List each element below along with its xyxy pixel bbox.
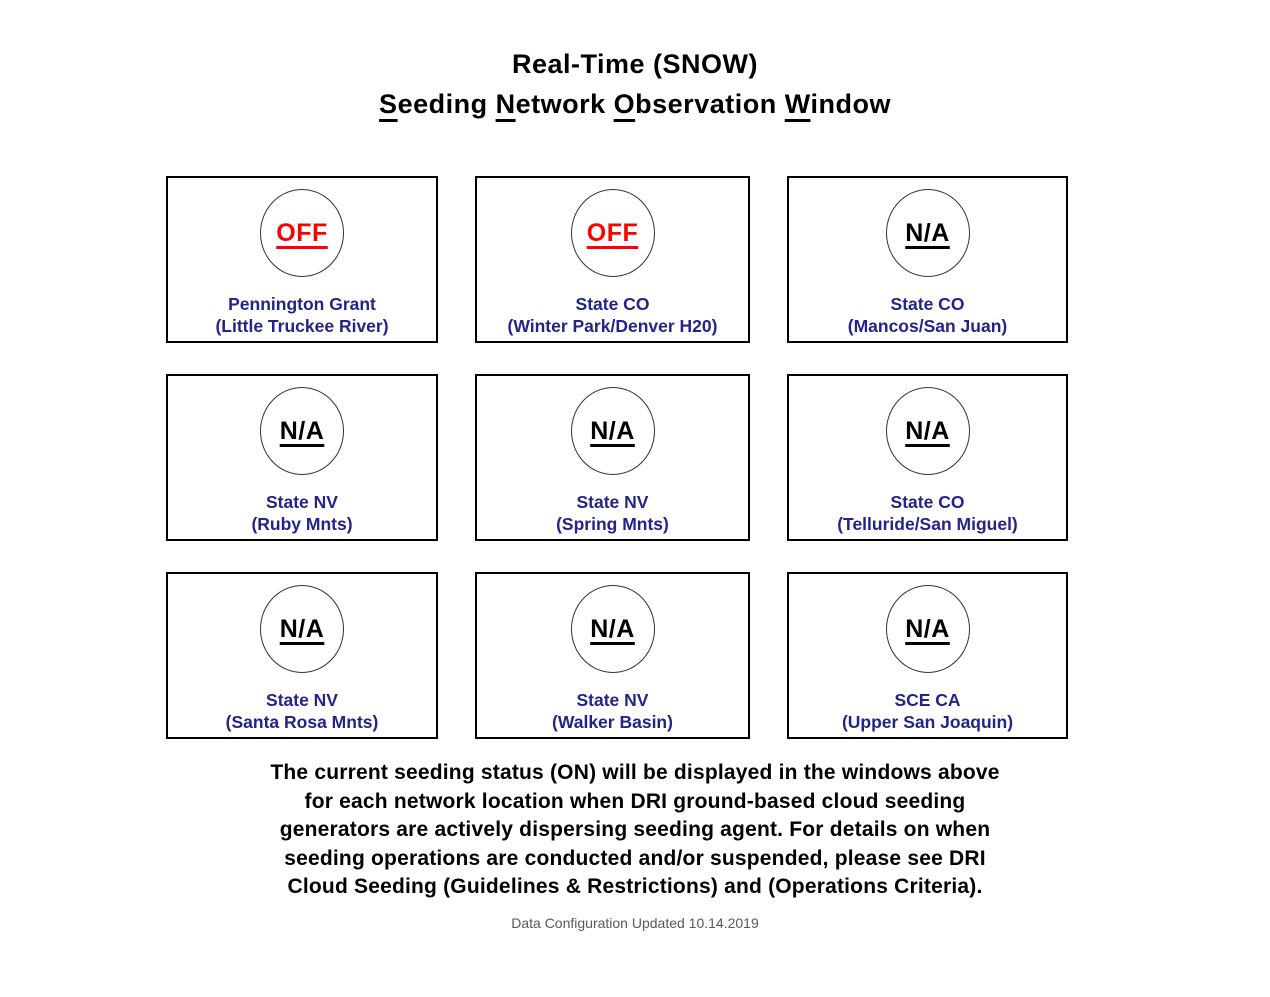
location-name: State CO <box>890 492 965 512</box>
title-initial-w: W <box>784 89 811 119</box>
status-box-state-co-winter-park: OFF State CO (Winter Park/Denver H20) <box>475 176 750 343</box>
status-box-state-co-mancos: N/A State CO (Mancos/San Juan) <box>787 176 1068 343</box>
status-indicator-circle: N/A <box>885 189 970 277</box>
description-line: seeding operations are conducted and/or … <box>284 846 986 870</box>
location-label: State NV (Walker Basin) <box>552 689 673 733</box>
location-name: State NV <box>576 492 649 512</box>
location-detail: (Telluride/San Miguel) <box>837 514 1018 534</box>
location-label: State CO (Mancos/San Juan) <box>848 293 1007 337</box>
description-line: Cloud Seeding (Guidelines & Restrictions… <box>287 875 983 898</box>
title-word-seeding: eeding <box>397 89 488 119</box>
description-line: The current seeding status (ON) will be … <box>270 761 1000 784</box>
location-name: State NV <box>576 690 649 710</box>
location-detail: (Santa Rosa Mnts) <box>225 712 379 732</box>
location-label: State CO (Telluride/San Miguel) <box>837 491 1018 535</box>
status-box-state-nv-spring: N/A State NV (Spring Mnts) <box>475 374 750 541</box>
status-indicator-circle: N/A <box>570 585 655 673</box>
status-label: N/A <box>905 218 950 247</box>
location-label: State NV (Santa Rosa Mnts) <box>226 689 379 733</box>
status-label: OFF <box>586 218 639 247</box>
location-name: State NV <box>266 690 338 710</box>
location-detail: (Spring Mnts) <box>556 514 669 534</box>
location-label: State CO (Winter Park/Denver H20) <box>508 293 718 337</box>
page-title: Real-Time (SNOW) Seeding Network Observa… <box>0 44 1270 124</box>
location-label: Pennington Grant (Little Truckee River) <box>215 293 388 337</box>
status-grid-row-1: OFF Pennington Grant (Little Truckee Riv… <box>166 176 1068 343</box>
location-name: Pennington Grant <box>228 294 376 314</box>
status-indicator-circle: N/A <box>260 585 344 673</box>
title-word-observation: bservation <box>635 89 777 119</box>
title-word-network: etwork <box>515 89 606 119</box>
location-detail: (Walker Basin) <box>552 712 673 732</box>
status-box-state-nv-santa-rosa: N/A State NV (Santa Rosa Mnts) <box>166 572 438 739</box>
description-line: generators are actively dispersing seedi… <box>279 818 991 841</box>
status-grid: OFF Pennington Grant (Little Truckee Riv… <box>166 176 1068 739</box>
status-indicator-circle: N/A <box>885 585 970 673</box>
title-initial-n: N <box>495 89 516 119</box>
status-indicator-circle: N/A <box>570 387 655 475</box>
status-grid-row-3: N/A State NV (Santa Rosa Mnts) N/A State… <box>166 572 1068 739</box>
location-name: State CO <box>575 294 650 314</box>
page-title-line1: Real-Time (SNOW) <box>511 49 759 79</box>
location-detail: (Mancos/San Juan) <box>847 316 1008 336</box>
location-name: State NV <box>266 492 338 512</box>
data-configuration-note: Data Configuration Updated 10.14.2019 <box>511 914 759 931</box>
location-detail: (Ruby Mnts) <box>251 514 353 534</box>
location-name: SCE CA <box>894 690 961 710</box>
title-initial-o: O <box>613 89 636 119</box>
status-indicator-circle: OFF <box>570 189 655 277</box>
status-box-state-nv-ruby: N/A State NV (Ruby Mnts) <box>166 374 438 541</box>
status-label: N/A <box>905 416 950 445</box>
page-title-line2: Seeding Network Observation Window <box>0 84 1270 124</box>
status-label: N/A <box>279 614 325 643</box>
title-word-window: indow <box>810 89 891 119</box>
title-initial-s: S <box>379 89 398 119</box>
status-indicator-circle: N/A <box>885 387 970 475</box>
location-label: State NV (Spring Mnts) <box>556 491 669 535</box>
seeding-status-description: The current seeding status (ON) will be … <box>0 759 1270 902</box>
location-detail: (Little Truckee River) <box>215 316 389 336</box>
status-box-state-nv-walker: N/A State NV (Walker Basin) <box>475 572 750 739</box>
location-name: State CO <box>890 294 965 314</box>
status-box-sce-ca-upper-san-joaquin: N/A SCE CA (Upper San Joaquin) <box>787 572 1068 739</box>
location-detail: (Upper San Joaquin) <box>841 712 1014 732</box>
status-indicator-circle: N/A <box>260 387 344 475</box>
status-label: N/A <box>590 416 635 445</box>
location-detail: (Winter Park/Denver H20) <box>507 316 718 336</box>
description-line: for each network location when DRI groun… <box>304 789 966 813</box>
status-box-pennington-grant: OFF Pennington Grant (Little Truckee Riv… <box>166 176 438 343</box>
status-label: N/A <box>590 614 635 643</box>
location-label: SCE CA (Upper San Joaquin) <box>842 689 1013 733</box>
status-label: N/A <box>279 416 325 445</box>
status-indicator-circle: OFF <box>260 189 344 277</box>
status-label: N/A <box>905 614 950 643</box>
status-box-state-co-telluride: N/A State CO (Telluride/San Miguel) <box>787 374 1068 541</box>
location-label: State NV (Ruby Mnts) <box>251 491 352 535</box>
status-grid-row-2: N/A State NV (Ruby Mnts) N/A State NV (S… <box>166 374 1068 541</box>
status-label: OFF <box>276 218 328 247</box>
